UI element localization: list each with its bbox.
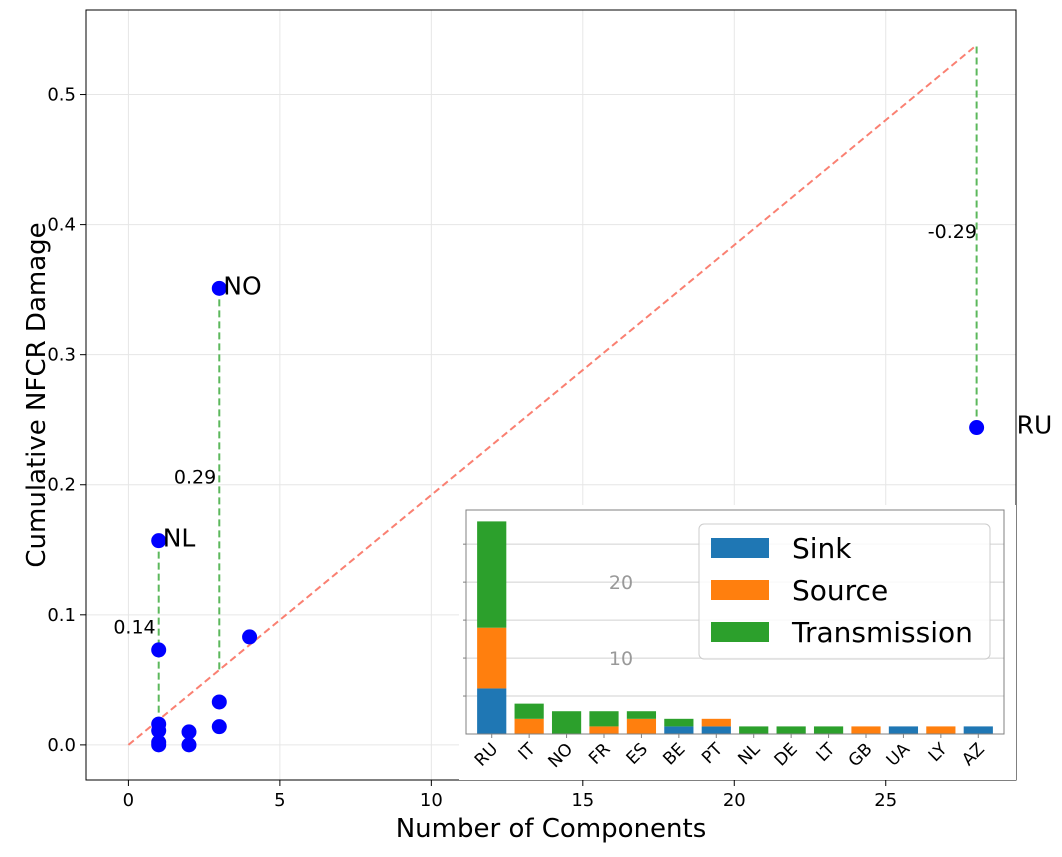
- y-axis-label: Cumulative NFCR Damage: [22, 222, 52, 567]
- residual-label: 0.29: [174, 467, 216, 489]
- y-tick-label: 0.2: [47, 475, 76, 496]
- bar-segment-source: [626, 718, 657, 734]
- bar-segment-transmission: [813, 726, 844, 734]
- y-tick-label: 0.4: [47, 215, 76, 236]
- legend-label-sink: Sink: [792, 532, 852, 565]
- y-tick-label: 0.5: [47, 85, 76, 106]
- x-tick-label: 0: [123, 790, 134, 811]
- bar-segment-sink: [701, 726, 731, 734]
- main-y-ticks: 0.0 0.1 0.2 0.3 0.4 0.5: [47, 85, 86, 756]
- point-label: NL: [163, 524, 196, 553]
- scatter-point: [181, 737, 197, 753]
- main-x-ticks: 0 5 10 15 20 25: [123, 780, 897, 811]
- scatter-points: [151, 280, 985, 753]
- residual-lines: [157, 45, 978, 721]
- scatter-point: [151, 734, 167, 750]
- inset-y-tick-label: 10: [609, 648, 633, 670]
- bar-segment-sink: [477, 688, 507, 734]
- bar-segment-sink: [888, 726, 919, 734]
- bar-segment-source: [851, 726, 881, 734]
- bar-segment-sink: [963, 726, 993, 734]
- bar-segment-transmission: [551, 711, 582, 734]
- bar-segment-transmission: [589, 711, 619, 727]
- x-tick-label: 5: [274, 790, 285, 811]
- bar-segment-transmission: [514, 703, 544, 719]
- x-tick-label: 20: [723, 790, 746, 811]
- bar-segment-transmission: [626, 711, 657, 719]
- legend: Sink Source Transmission: [698, 523, 991, 660]
- inset-y-ticks: 10 20: [463, 543, 633, 697]
- point-label: NO: [223, 271, 261, 300]
- scatter-point: [181, 724, 197, 740]
- scatter-point: [211, 694, 227, 710]
- point-labels: NO NL RU: [163, 271, 1053, 552]
- bar-segment-source: [701, 718, 731, 727]
- scatter-point: [211, 719, 227, 735]
- y-tick-label: 0.1: [47, 605, 76, 626]
- legend-label-source: Source: [792, 574, 888, 607]
- x-axis-label: Number of Components: [396, 814, 707, 844]
- residual-label: -0.29: [928, 221, 977, 243]
- residual-labels: 0.14 0.29 -0.29: [113, 221, 977, 638]
- bar-segment-sink: [664, 726, 694, 734]
- scatter-point: [242, 629, 258, 645]
- bar-segment-source: [926, 726, 956, 734]
- legend-box: [698, 523, 991, 660]
- legend-label-transmission: Transmission: [791, 616, 973, 649]
- inset-y-tick-label: 20: [609, 572, 633, 594]
- x-tick-label: 15: [571, 790, 594, 811]
- point-label: RU: [1017, 411, 1053, 440]
- legend-swatch-source: [711, 580, 769, 600]
- scatter-point: [151, 642, 167, 658]
- bar-segment-source: [514, 718, 544, 734]
- legend-swatch-transmission: [711, 622, 769, 642]
- x-tick-label: 10: [420, 790, 443, 811]
- reference-line: [127, 44, 978, 746]
- bar-segment-transmission: [739, 726, 769, 734]
- bar-segment-source: [589, 726, 619, 734]
- y-tick-label: 0.3: [47, 345, 76, 366]
- x-tick-label: 25: [874, 790, 897, 811]
- bar-segment-transmission: [664, 718, 694, 727]
- scatter-point: [151, 716, 167, 732]
- legend-swatch-sink: [711, 538, 769, 558]
- inset-bars: [477, 521, 993, 734]
- bar-segment-source: [477, 627, 507, 689]
- y-tick-label: 0.0: [47, 735, 76, 756]
- main-grid: [86, 10, 1016, 780]
- reference-line-path: [127, 44, 978, 746]
- scatter-point: [969, 420, 985, 436]
- scatter-point: [211, 280, 227, 296]
- residual-label: 0.14: [113, 616, 155, 638]
- scatter-point: [151, 533, 167, 549]
- bar-segment-transmission: [776, 726, 806, 734]
- inset-frame: [465, 509, 1005, 735]
- bar-segment-transmission: [477, 521, 507, 628]
